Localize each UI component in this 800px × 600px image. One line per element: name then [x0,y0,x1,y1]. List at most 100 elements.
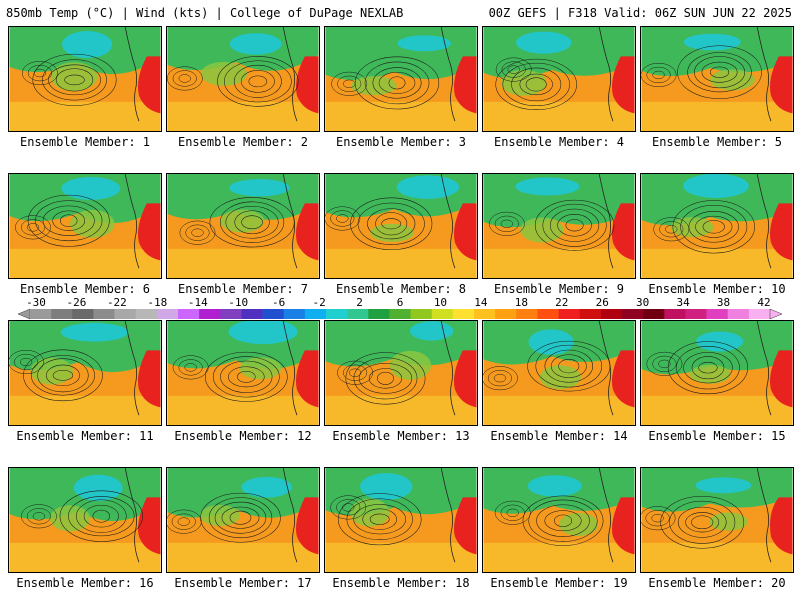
ensemble-member-map [324,26,478,132]
wind-contour [669,500,736,544]
wind-contour [500,504,525,521]
wind-contour [330,495,367,520]
wind-contour [240,70,275,93]
colorbar-tick-label: 10 [433,296,448,309]
wind-contour [645,510,670,527]
coastline [124,174,140,269]
colorbar-swatch [600,309,623,319]
wind-contour [659,221,684,238]
wind-contour [653,217,690,242]
wind-contour [495,57,532,82]
wind-contour [487,370,512,387]
wind-contour [337,360,374,385]
mild-patch [559,512,599,536]
wind-contour [23,349,103,402]
wind-contour [535,344,603,388]
colorbar-swatch [410,309,433,319]
hot-land-region [453,203,477,261]
wind-contour [493,373,507,383]
wind-contour [33,68,47,78]
colorbar-swatch [241,309,263,319]
hot-land-region [295,56,319,114]
wind-contour [507,65,520,74]
wind-contour [544,510,582,532]
wind-contour [27,64,52,82]
wind-contour [488,211,525,236]
mild-patch [709,69,755,91]
wind-contour [495,58,577,110]
wind-contour [691,356,725,380]
ensemble-member-map [166,467,320,573]
ensemble-member-map [8,26,162,132]
wind-contour [217,56,299,107]
coastline [440,468,456,563]
subtropical-field [641,542,793,572]
ensemble-member-map [640,320,794,426]
wind-contour [228,366,265,388]
ensemble-member-label: Ensemble Member: 14 [490,429,628,443]
colorbar-swatch [558,309,581,319]
colorbar-tick-label: -18 [147,296,168,309]
wind-contour [651,514,664,523]
wind-contour [21,61,58,86]
wind-contour [15,215,51,240]
coastline [756,27,772,122]
member-map-graphic [325,321,477,425]
wind-contour [677,45,762,99]
wind-contour [83,504,119,528]
ensemble-member-map [482,173,636,279]
wind-contour [177,517,190,526]
colorbar-swatch [452,309,475,319]
wind-contour [544,349,593,383]
ensemble-member-label: Ensemble Member: 15 [648,429,786,443]
mild-patch [709,512,748,531]
colorbar-tick-label: 38 [716,296,731,309]
wind-contour [701,61,738,83]
wind-contour [525,77,547,92]
subtropical-field [483,395,635,425]
cold-pool [229,33,282,55]
coastline [282,321,298,416]
colorbar-tick-label: -10 [228,296,249,309]
wind-contour [178,359,203,376]
member-map-graphic [9,468,161,572]
ensemble-member-label: Ensemble Member: 3 [335,135,467,149]
wind-contour [60,214,78,227]
wind-contour [698,361,718,374]
wind-contour [9,349,45,375]
cold-pool [683,174,749,198]
wind-contour [641,62,677,87]
wind-contour [42,59,107,101]
colorbar-swatch [326,309,348,319]
subtropical-field [167,542,319,572]
wind-contour [337,493,422,546]
hot-land-region [295,497,319,555]
subtropical-field [641,395,793,425]
ensemble-member-map [640,467,794,573]
hot-land-region [295,203,319,261]
mild-patch [50,62,98,92]
colorbar-tick-label: 6 [396,296,404,309]
ensemble-member-map [8,467,162,573]
hot-land-region [137,497,161,555]
member-map-graphic [167,27,319,131]
wind-contour [348,368,362,377]
wind-contour [345,352,426,405]
wind-contour [677,506,727,538]
wind-contour [172,355,209,380]
ensemble-member-map [482,320,636,426]
wind-contour [694,56,746,89]
subtropical-field [9,395,161,425]
ensemble-member-label: Ensemble Member: 1 [19,135,151,149]
hot-land-region [769,56,793,114]
wind-contour [224,60,292,103]
wind-contour [76,499,127,533]
wind-contour [220,360,273,393]
colorbar-tick-labels: -30 -26 -22 -18 -14 -10 -6 -2 2 6 10 14 18 22 26 30 34 38… [0,296,800,309]
colorbar-swatches [17,308,783,320]
wind-contour [331,71,368,96]
wind-contour [172,70,197,87]
hot-land-region [769,497,793,555]
hot-land-region [769,350,793,408]
wind-contour [343,364,368,381]
